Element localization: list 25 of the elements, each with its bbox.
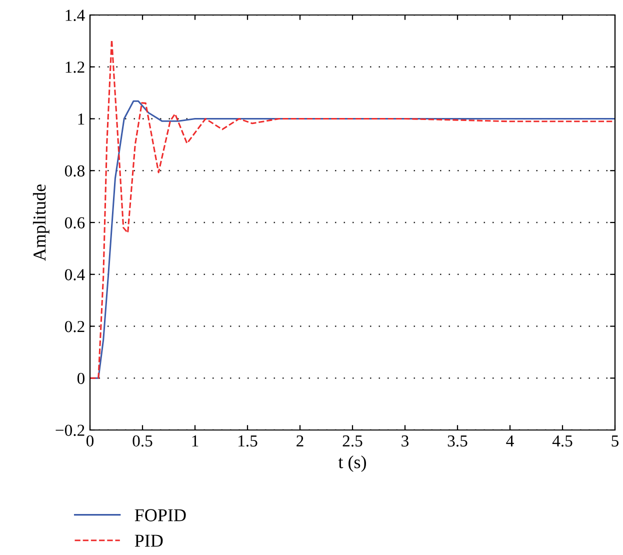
legend-label: FOPID [134, 509, 186, 522]
y-tick-label: 1.2 [66, 62, 84, 73]
y-tick-label: 0.6 [64, 217, 85, 229]
legend-label: PID [134, 534, 163, 547]
x-tick-label: 4.5 [552, 435, 572, 447]
y-axis-title: Amplitude [32, 184, 50, 261]
line-series [90, 39, 615, 379]
y-tick-label: 1 [78, 114, 84, 125]
x-tick-label: 1 [192, 435, 198, 446]
y-tick-label: 0 [77, 372, 85, 384]
x-tick-label: 5 [612, 436, 619, 447]
x-tick-label: 3.5 [448, 435, 468, 447]
y-tick-label: −0.2 [56, 424, 84, 436]
y-tick-label: 0.8 [64, 165, 85, 177]
y-tick-label: 1.4 [66, 10, 85, 22]
x-axis-title: t (s) [338, 456, 366, 472]
y-tick-label: 0.4 [64, 269, 85, 280]
x-tick-label: 4 [506, 435, 514, 446]
x-tick-label: 2 [296, 435, 304, 446]
x-tick-label: 1.5 [238, 435, 258, 447]
x-tick-label: 2.5 [342, 435, 362, 447]
y-tick-label: 0.2 [64, 320, 84, 332]
x-tick-label: 0 [86, 435, 94, 447]
x-tick-label: 0.5 [132, 435, 152, 447]
x-tick-label: 3 [402, 435, 409, 447]
